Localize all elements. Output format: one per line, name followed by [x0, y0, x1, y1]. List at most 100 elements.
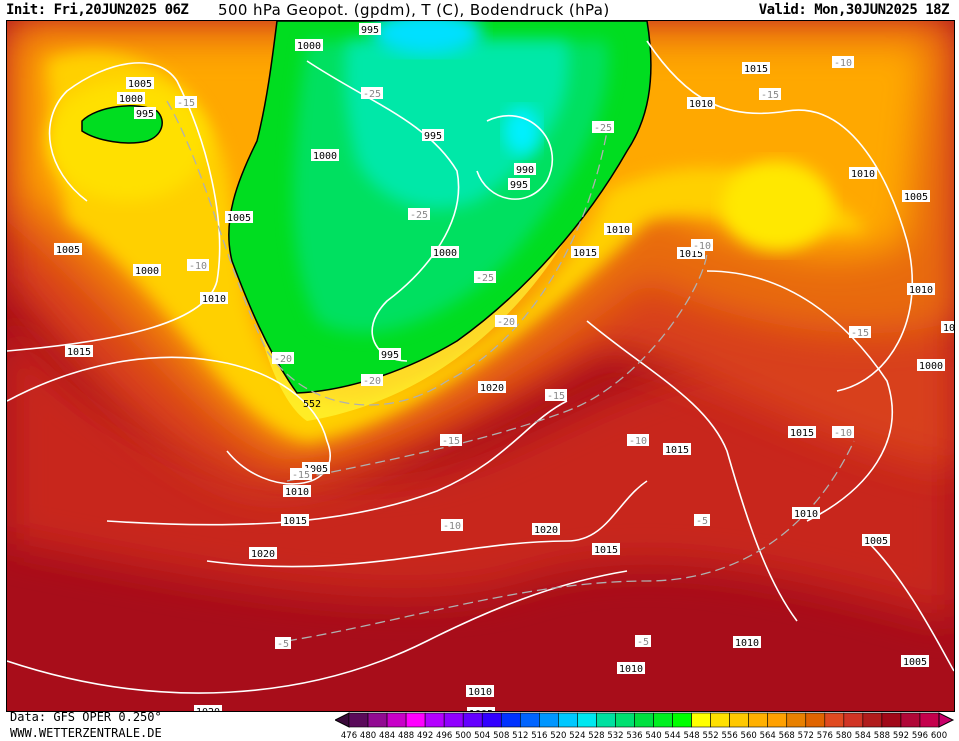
colorbar-box	[596, 712, 616, 728]
colorbar-box	[824, 712, 845, 728]
svg-text:1015: 1015	[679, 249, 703, 260]
colorbar-tick-label: 540	[645, 731, 661, 740]
colorbar-box	[443, 712, 464, 728]
pressure-label: 995	[379, 348, 401, 361]
svg-text:995: 995	[361, 25, 379, 36]
colorbar-tick-label: 584	[855, 731, 871, 740]
pressure-label: 1000	[311, 149, 339, 162]
pressure-label: 1005	[902, 190, 930, 203]
pressure-label: 1015	[65, 345, 93, 358]
svg-text:-10: -10	[693, 241, 711, 252]
colorbar-tick-label: 496	[436, 731, 452, 740]
pressure-label: 1005	[467, 707, 495, 712]
temperature-label: -20	[495, 315, 517, 328]
svg-text:1000: 1000	[119, 94, 143, 105]
colorbar-box	[405, 712, 426, 728]
temperature-label: -10	[187, 259, 209, 272]
geopotential-label: 552	[303, 399, 321, 410]
temperature-label: -15	[175, 96, 197, 109]
pressure-label: 1015	[788, 426, 816, 439]
temperature-label: -20	[361, 374, 383, 387]
geopotential-shading	[7, 21, 954, 711]
pressure-label: 1010	[733, 636, 761, 649]
pressure-label: 1020	[532, 523, 560, 536]
colorbar-box	[348, 712, 369, 728]
colorbar-box	[710, 712, 730, 728]
pressure-label: 1005	[225, 211, 253, 224]
colorbar-box	[367, 712, 388, 728]
svg-text:-10: -10	[834, 58, 852, 69]
svg-text:1015: 1015	[67, 347, 91, 358]
temperature-label: -25	[474, 271, 496, 284]
colorbar-box	[500, 712, 521, 728]
pressure-label: 1020	[478, 381, 506, 394]
colorbar-box	[729, 712, 749, 728]
svg-text:-15: -15	[442, 436, 460, 447]
pressure-label: 995	[508, 178, 530, 191]
colorbar-low-arrow	[335, 712, 350, 728]
pressure-label: 1005	[862, 534, 890, 547]
pressure-label: 1015	[663, 443, 691, 456]
colorbar-tick-label: 572	[798, 731, 814, 740]
svg-text:-25: -25	[363, 89, 381, 100]
pressure-label: 1020	[249, 547, 277, 560]
pressure-label: 1000	[295, 39, 323, 52]
pressure-label: 1015	[571, 246, 599, 259]
svg-text:-25: -25	[410, 210, 428, 221]
colorbar-tick-label: 476	[341, 731, 357, 740]
svg-text:-15: -15	[177, 98, 195, 109]
map-labels: 995 1000 1005 1000 995 995 1000 990 995 1005 1000 1…	[54, 23, 954, 712]
temperature-label: -5	[275, 637, 291, 650]
colorbar-box	[462, 712, 483, 728]
pressure-label: 1010	[792, 507, 820, 520]
colorbar-box	[539, 712, 559, 728]
pressure-label: 1005	[901, 655, 929, 668]
colorbar-box	[615, 712, 635, 728]
website: WWW.WETTERZENTRALE.DE	[10, 726, 162, 740]
colorbar-box	[862, 712, 883, 728]
svg-text:1005: 1005	[128, 79, 152, 90]
colorbar-tick-label: 512	[512, 731, 528, 740]
colorbar-tick-label: 480	[360, 731, 376, 740]
temperature-label: -15	[545, 389, 567, 402]
svg-text:1005: 1005	[469, 709, 493, 712]
pressure-label: 1015	[281, 514, 309, 527]
colorbar-box	[519, 712, 540, 728]
pressure-label: 1015	[742, 62, 770, 75]
svg-text:1010: 1010	[202, 294, 226, 305]
colorbar-box	[805, 712, 826, 728]
temperature-label: -10	[441, 519, 463, 532]
colorbar-box	[653, 712, 673, 728]
pressure-label: 995	[134, 107, 156, 120]
colorbar-tick-label: 580	[836, 731, 852, 740]
colorbar-tick-label: 520	[550, 731, 566, 740]
colorbar-tick-label: 556	[722, 731, 738, 740]
svg-text:995: 995	[381, 350, 399, 361]
svg-text:1015: 1015	[744, 64, 768, 75]
temperature-label: -15	[290, 468, 312, 481]
colorbar-box	[786, 712, 807, 728]
svg-text:1010: 1010	[794, 509, 818, 520]
colorbar-tick-label: 600	[931, 731, 947, 740]
pressure-label: 1000	[431, 246, 459, 259]
svg-text:-25: -25	[476, 273, 494, 284]
svg-text:1015: 1015	[283, 516, 307, 527]
pressure-label: 1010	[604, 223, 632, 236]
colorbar-tick-label: 576	[817, 731, 833, 740]
pressure-label: 995	[359, 23, 381, 36]
temperature-label: -10	[832, 426, 854, 439]
colorbar-tick-label: 560	[741, 731, 757, 740]
svg-text:-15: -15	[761, 90, 779, 101]
svg-text:-15: -15	[851, 328, 869, 339]
colorbar-tick-label: 568	[779, 731, 795, 740]
colorbar-box	[900, 712, 921, 728]
colorbar-box	[386, 712, 407, 728]
svg-text:995: 995	[136, 109, 154, 120]
data-source: Data: GFS OPER 0.250°	[10, 710, 162, 724]
temperature-label: -25	[361, 87, 383, 100]
svg-text:-10: -10	[189, 261, 207, 272]
colorbar-box	[634, 712, 654, 728]
pressure-label: 1005	[126, 77, 154, 90]
colorbar-box	[767, 712, 788, 728]
